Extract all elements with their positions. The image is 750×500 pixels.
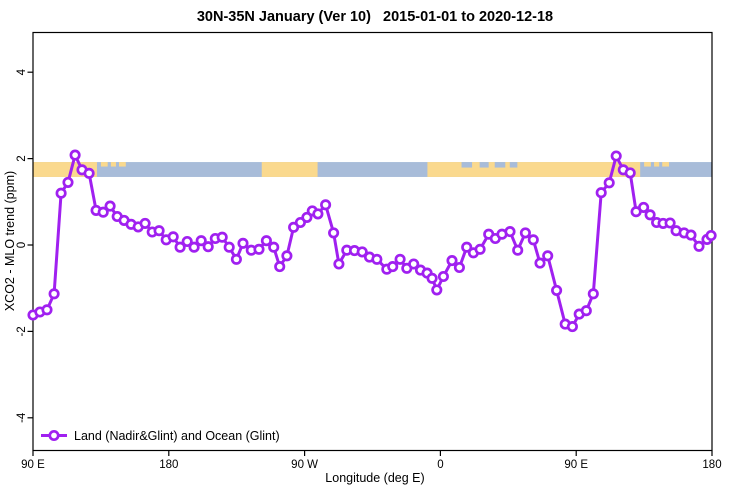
x-tick-label: 90 W <box>291 459 318 471</box>
data-point <box>534 257 546 269</box>
data-point <box>527 234 539 246</box>
data-point <box>551 284 563 296</box>
map-strip-coast-speckle <box>644 162 651 167</box>
data-point <box>504 226 516 238</box>
data-point <box>387 261 399 273</box>
y-tick-label: 2 <box>16 155 28 161</box>
data-point <box>312 208 324 220</box>
x-tick-label: 0 <box>437 459 443 471</box>
data-point <box>693 240 705 252</box>
data-point <box>426 272 438 284</box>
data-point <box>356 246 368 258</box>
map-strip-land-segment <box>261 162 318 177</box>
legend-marker-icon <box>48 429 60 442</box>
map-strip-coast-speckle <box>119 162 126 167</box>
x-tick-label: 180 <box>159 459 178 471</box>
data-point <box>230 253 242 265</box>
map-strip-sea-notch <box>509 162 518 168</box>
data-point <box>55 187 67 199</box>
data-point <box>139 217 151 229</box>
y-axis-title: XCO2 - MLO trend (ppm) <box>3 170 17 312</box>
data-point <box>664 217 676 229</box>
data-point <box>202 241 214 253</box>
data-point <box>237 237 249 249</box>
data-point <box>587 288 599 300</box>
data-point <box>474 243 486 255</box>
map-strip-coast-speckle <box>654 162 660 167</box>
x-axis-title: Longitude (deg E) <box>325 471 425 485</box>
y-tick-label: -4 <box>16 412 28 423</box>
data-point <box>97 206 109 218</box>
data-point <box>188 241 200 253</box>
data-point <box>320 199 332 211</box>
data-point <box>181 235 193 248</box>
data-point <box>446 255 458 267</box>
data-point <box>595 187 607 199</box>
data-point <box>512 244 524 256</box>
map-strip-coast-speckle <box>100 162 108 167</box>
data-point <box>253 243 265 255</box>
data-point <box>453 261 465 274</box>
data-point <box>603 177 615 189</box>
map-strip-sea-notch <box>494 162 506 168</box>
data-point <box>195 235 207 247</box>
data-point <box>83 167 95 179</box>
data-point <box>328 227 340 239</box>
data-point <box>41 304 53 316</box>
data-point <box>167 231 179 243</box>
data-point <box>69 149 81 161</box>
map-strip-land-segment <box>427 162 641 177</box>
x-tick-label: 90 E <box>21 459 45 471</box>
data-point <box>461 241 473 253</box>
data-point <box>153 225 165 237</box>
data-point <box>174 241 186 253</box>
data-point <box>624 167 636 179</box>
map-strip-coast-speckle <box>662 162 669 167</box>
chart-title: 30N-35N January (Ver 10) 2015-01-01 to 2… <box>196 9 554 25</box>
data-point <box>580 305 592 317</box>
data-point <box>223 241 235 253</box>
data-point <box>610 150 622 162</box>
data-point <box>260 235 272 247</box>
legend-label: Land (Nadir&Glint) and Ocean (Glint) <box>74 429 280 443</box>
data-point <box>431 284 443 296</box>
data-point <box>394 253 406 265</box>
data-point <box>62 176 74 188</box>
data-point <box>408 258 420 270</box>
x-tick-label: 90 E <box>564 459 588 471</box>
map-strip-coast-speckle <box>110 162 116 167</box>
data-point <box>216 231 228 243</box>
map-strip-sea-notch <box>461 162 473 168</box>
data-point <box>333 258 345 270</box>
map-strip-sea-notch <box>479 162 489 168</box>
y-tick-label: 0 <box>16 242 28 248</box>
data-point <box>104 200 116 212</box>
x-tick-label: 180 <box>702 459 721 471</box>
data-point <box>519 227 531 239</box>
y-tick-label: 4 <box>16 68 28 75</box>
plot-border <box>32 31 713 452</box>
data-point <box>48 288 60 300</box>
data-point <box>437 270 449 283</box>
data-point <box>638 201 650 213</box>
data-point <box>542 250 554 262</box>
data-point <box>644 209 656 221</box>
data-point <box>274 261 286 273</box>
data-point <box>371 253 383 265</box>
data-point <box>685 229 697 241</box>
data-point <box>566 321 578 333</box>
y-tick-label: -2 <box>16 326 28 336</box>
data-point <box>268 241 280 253</box>
data-point <box>281 250 293 262</box>
data-point <box>705 229 717 242</box>
